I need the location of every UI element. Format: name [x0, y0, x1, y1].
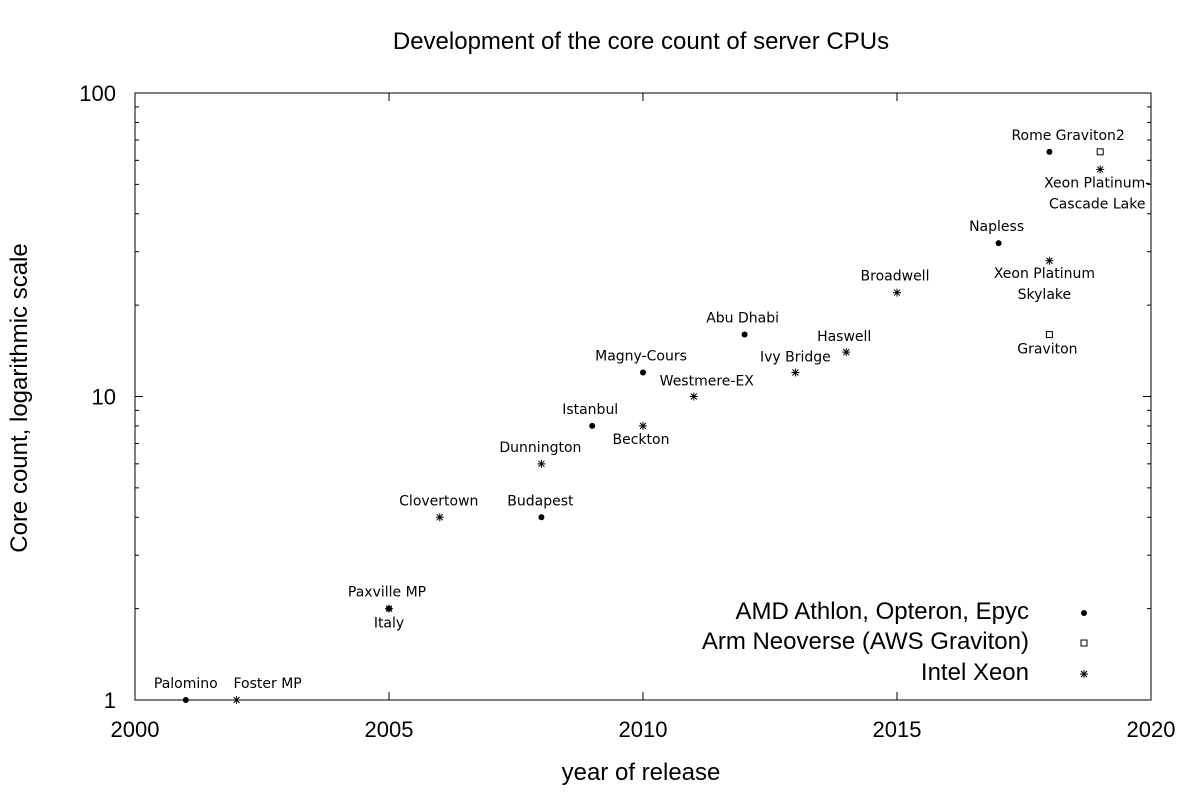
point-label: Cascade Lake — [1049, 196, 1145, 212]
point-label: Skylake — [1018, 287, 1071, 303]
y-axis-ticks: 1 10 100 — [79, 81, 1151, 713]
point-label: Clovertown — [399, 493, 478, 509]
data-point — [1046, 148, 1053, 155]
data-point — [640, 369, 646, 376]
y-tick-label: 100 — [79, 81, 116, 106]
data-point — [385, 604, 393, 613]
data-point — [537, 459, 546, 468]
point-label: Magny-Cours — [595, 348, 687, 364]
point-label: Xeon Platinum — [994, 266, 1095, 282]
point-label: Paxville MP — [348, 585, 426, 601]
point-label: Graviton2 — [1056, 128, 1125, 144]
x-tick-label: 2010 — [619, 717, 668, 742]
point-label: Italy — [374, 616, 404, 632]
series-1: Graviton Graviton2 — [1017, 128, 1125, 358]
data-point — [435, 513, 444, 522]
data-point — [538, 514, 545, 521]
legend: AMD Athlon, Opteron, Epyc Arm Neoverse (A… — [702, 598, 1088, 686]
data-point — [182, 697, 189, 703]
data-point — [232, 696, 241, 704]
data-point — [842, 348, 851, 357]
x-tick-label: 2000 — [111, 717, 160, 742]
legend-marker — [1081, 610, 1087, 616]
point-label: Ivy Bridge — [760, 349, 831, 365]
data-points: Palomino Italy Budapest Istanbul Magny-Cours… — [154, 128, 1150, 704]
point-label: Abu Dhabi — [706, 311, 779, 327]
point-label: Beckton — [613, 432, 670, 448]
data-point — [589, 422, 596, 429]
x-tick-label: 2005 — [365, 717, 414, 742]
data-point — [639, 421, 647, 430]
data-point — [1096, 148, 1104, 156]
point-label: Xeon Platinum- — [1044, 175, 1150, 191]
data-point — [1096, 165, 1105, 174]
legend-label: Arm Neoverse (AWS Graviton) — [702, 628, 1029, 655]
x-tick-label: 2020 — [1127, 717, 1176, 742]
data-point — [791, 368, 800, 377]
legend-label: Intel Xeon — [921, 659, 1029, 686]
point-label: Budapest — [507, 493, 574, 509]
data-point — [1045, 256, 1054, 265]
x-axis-ticks: 2000 2005 2010 2015 2020 — [111, 93, 1176, 742]
data-point — [689, 392, 698, 401]
legend-marker — [1080, 639, 1088, 647]
point-label: Dunnington — [499, 440, 581, 456]
point-label: Graviton — [1017, 342, 1077, 358]
point-label: Foster MP — [233, 676, 301, 692]
point-label: Westmere-EX — [660, 374, 755, 390]
point-label: Haswell — [817, 329, 871, 345]
y-tick-label: 10 — [92, 385, 116, 410]
chart-title: Development of the core count of server … — [393, 28, 889, 55]
y-tick-label: 1 — [104, 688, 116, 713]
x-tick-label: 2015 — [873, 717, 922, 742]
x-axis-label: year of release — [562, 759, 721, 786]
y-axis-label: Core count, logarithmic scale — [6, 243, 33, 552]
point-label: Istanbul — [562, 402, 618, 418]
point-label: Rome — [1011, 128, 1051, 144]
point-label: Palomino — [154, 676, 218, 692]
data-point — [741, 331, 748, 338]
legend-label: AMD Athlon, Opteron, Epyc — [736, 598, 1029, 625]
series-0: Palomino Italy Budapest Istanbul Magny-Cours… — [154, 128, 1053, 703]
data-point — [893, 288, 901, 297]
point-label: Broadwell — [861, 269, 930, 285]
legend-marker — [1080, 670, 1088, 678]
point-label: Napless — [969, 219, 1024, 235]
y-minor-ticks — [135, 106, 1151, 610]
data-point — [995, 240, 1002, 247]
series-2: Foster MP Paxville MP Clovertown Dunnington… — [232, 165, 1150, 704]
data-point — [1045, 331, 1053, 339]
